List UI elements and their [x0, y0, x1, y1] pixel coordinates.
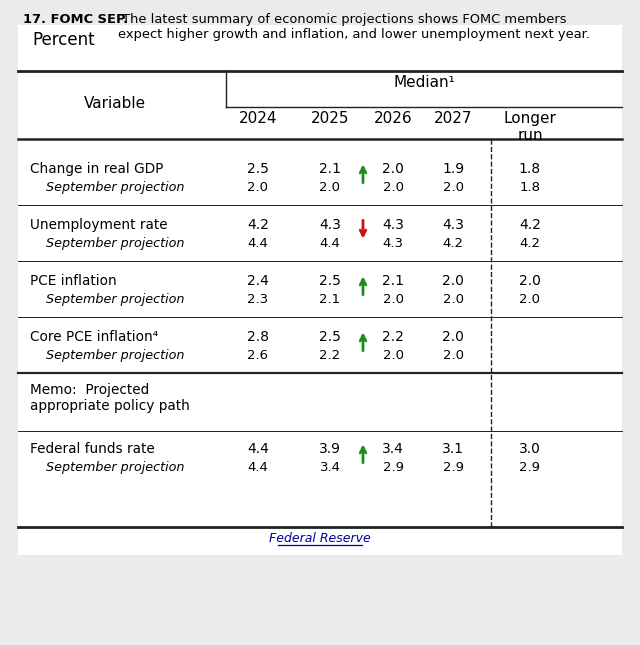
Text: Core PCE inflation⁴: Core PCE inflation⁴ — [30, 330, 158, 344]
Text: 2.0: 2.0 — [519, 274, 541, 288]
Text: 2.0: 2.0 — [442, 181, 463, 194]
Bar — [18, 25, 622, 555]
Text: 4.2: 4.2 — [519, 218, 541, 232]
Text: 1.8: 1.8 — [520, 181, 541, 194]
Text: September projection: September projection — [30, 349, 184, 362]
Text: September projection: September projection — [30, 293, 184, 306]
Text: 2.5: 2.5 — [247, 162, 269, 176]
Text: 4.3: 4.3 — [383, 237, 403, 250]
Text: 2.9: 2.9 — [520, 461, 541, 474]
Text: 2.0: 2.0 — [383, 181, 403, 194]
Text: 2.1: 2.1 — [382, 274, 404, 288]
Text: 2.0: 2.0 — [442, 349, 463, 362]
Text: 4.4: 4.4 — [248, 237, 268, 250]
Text: 1.8: 1.8 — [519, 162, 541, 176]
Text: 2.0: 2.0 — [442, 293, 463, 306]
Text: 2027: 2027 — [434, 111, 472, 126]
Text: 2.2: 2.2 — [382, 330, 404, 344]
Text: September projection: September projection — [30, 237, 184, 250]
Text: 4.3: 4.3 — [319, 218, 341, 232]
Text: 3.4: 3.4 — [319, 461, 340, 474]
Text: 2.6: 2.6 — [248, 349, 269, 362]
Text: 3.4: 3.4 — [382, 442, 404, 456]
Text: 2.5: 2.5 — [319, 330, 341, 344]
Text: 2.0: 2.0 — [442, 330, 464, 344]
Text: September projection: September projection — [30, 181, 184, 194]
Text: September projection: September projection — [30, 461, 184, 474]
Text: 4.2: 4.2 — [442, 237, 463, 250]
Text: 17. FOMC SEP.: 17. FOMC SEP. — [23, 13, 128, 26]
Text: Median¹: Median¹ — [393, 75, 455, 90]
Text: 2.0: 2.0 — [319, 181, 340, 194]
Text: Percent: Percent — [32, 31, 95, 49]
Text: 2.2: 2.2 — [319, 349, 340, 362]
Text: 3.1: 3.1 — [442, 442, 464, 456]
Text: 2.0: 2.0 — [382, 162, 404, 176]
Text: Unemployment rate: Unemployment rate — [30, 218, 168, 232]
Text: 2.1: 2.1 — [319, 293, 340, 306]
Text: 1.9: 1.9 — [442, 162, 464, 176]
Text: 2.8: 2.8 — [247, 330, 269, 344]
Text: 4.3: 4.3 — [442, 218, 464, 232]
Text: 2.1: 2.1 — [319, 162, 341, 176]
Text: 4.4: 4.4 — [248, 461, 268, 474]
Text: 2.0: 2.0 — [383, 349, 403, 362]
Text: 4.4: 4.4 — [319, 237, 340, 250]
Text: Longer
run: Longer run — [504, 111, 556, 143]
Text: Memo:  Projected
appropriate policy path: Memo: Projected appropriate policy path — [30, 383, 190, 413]
Text: Federal Reserve: Federal Reserve — [269, 533, 371, 546]
Text: 2.0: 2.0 — [520, 293, 541, 306]
Text: 2.0: 2.0 — [442, 274, 464, 288]
Text: 2.3: 2.3 — [248, 293, 269, 306]
Text: 2.5: 2.5 — [319, 274, 341, 288]
Text: 3.0: 3.0 — [519, 442, 541, 456]
Text: 2.9: 2.9 — [383, 461, 403, 474]
Text: 2026: 2026 — [374, 111, 412, 126]
Text: 4.4: 4.4 — [247, 442, 269, 456]
Text: 4.3: 4.3 — [382, 218, 404, 232]
Text: Variable: Variable — [84, 95, 146, 110]
Text: 2.0: 2.0 — [383, 293, 403, 306]
Text: 2.4: 2.4 — [247, 274, 269, 288]
Text: 4.2: 4.2 — [247, 218, 269, 232]
Text: 2.9: 2.9 — [442, 461, 463, 474]
Text: PCE inflation: PCE inflation — [30, 274, 116, 288]
Text: Change in real GDP: Change in real GDP — [30, 162, 163, 176]
Text: 2024: 2024 — [239, 111, 277, 126]
Text: 4.2: 4.2 — [520, 237, 541, 250]
Text: The latest summary of economic projections shows FOMC members
expect higher grow: The latest summary of economic projectio… — [118, 13, 590, 41]
Text: 2.0: 2.0 — [248, 181, 269, 194]
Text: 2025: 2025 — [311, 111, 349, 126]
Text: 3.9: 3.9 — [319, 442, 341, 456]
Text: Federal funds rate: Federal funds rate — [30, 442, 155, 456]
